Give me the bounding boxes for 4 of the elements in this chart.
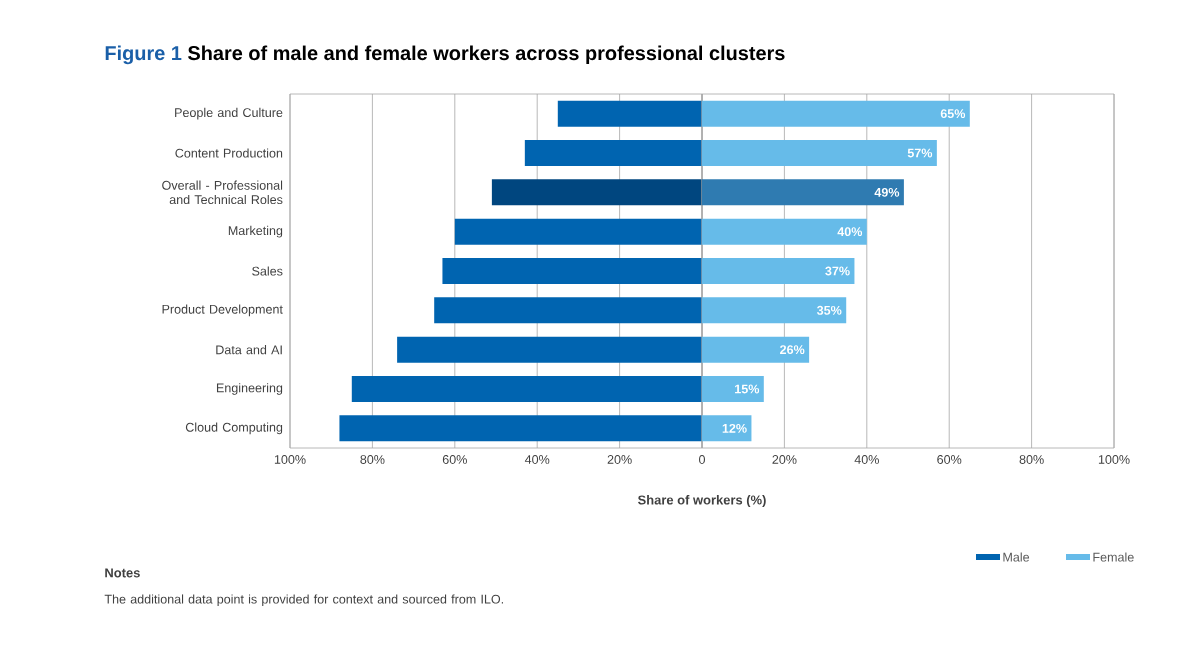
bar <box>702 376 764 403</box>
chart-title: Figure 1 <box>105 45 182 65</box>
chart-subtitle: Share of male and female workers across professional clusters <box>188 45 785 65</box>
bar <box>702 415 752 442</box>
